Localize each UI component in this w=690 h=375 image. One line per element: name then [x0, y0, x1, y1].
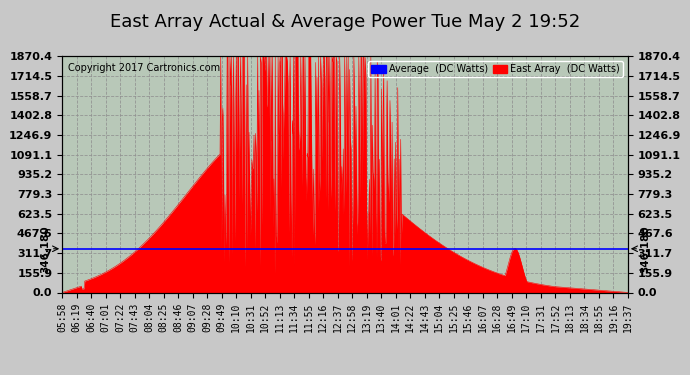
Text: Copyright 2017 Cartronics.com: Copyright 2017 Cartronics.com — [68, 63, 220, 74]
Text: East Array Actual & Average Power Tue May 2 19:52: East Array Actual & Average Power Tue Ma… — [110, 13, 580, 31]
Text: 346.180: 346.180 — [640, 225, 650, 273]
Legend: Average  (DC Watts), East Array  (DC Watts): Average (DC Watts), East Array (DC Watts… — [368, 61, 623, 77]
Text: 346.180: 346.180 — [40, 225, 50, 273]
